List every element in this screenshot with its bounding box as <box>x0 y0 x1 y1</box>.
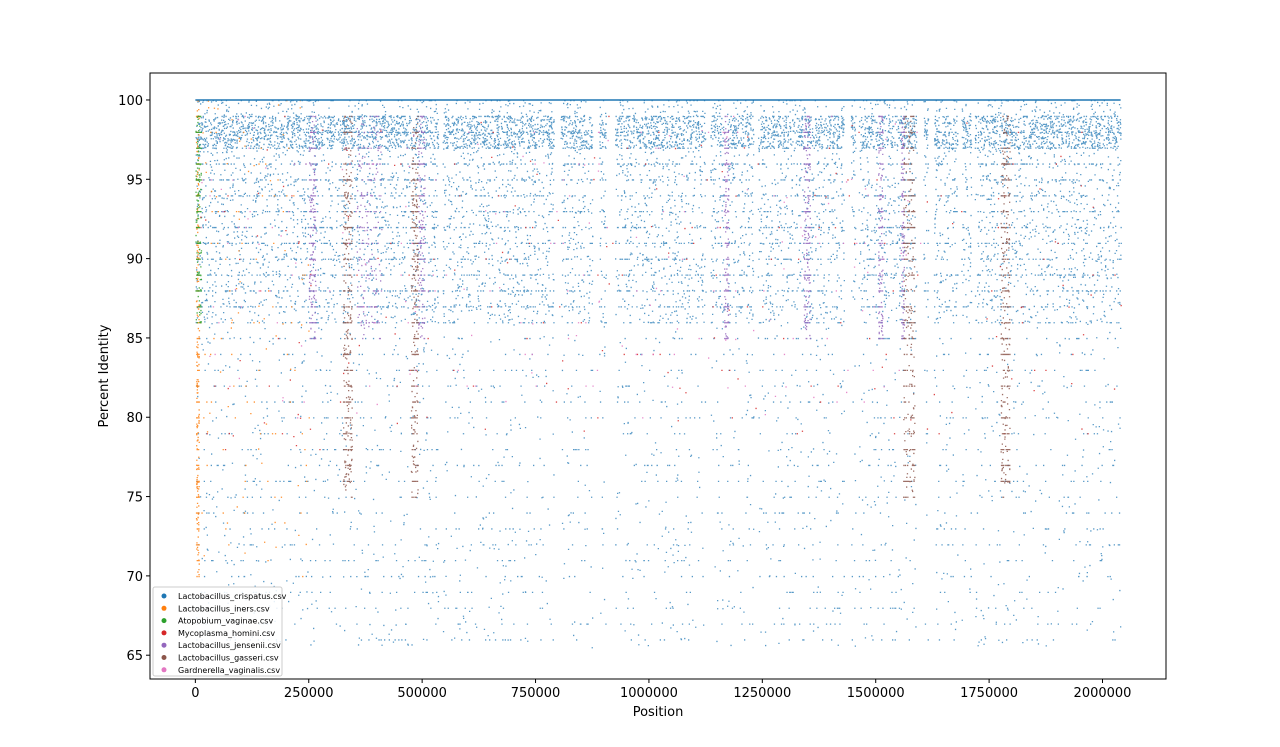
plot-frame <box>149 72 1167 680</box>
y-tick-label: 75 <box>126 491 143 506</box>
x-tick-label: 2000000 <box>1074 686 1132 701</box>
legend-marker <box>161 630 167 636</box>
legend-label: Lactobacillus_iners.csv <box>178 604 270 613</box>
x-axis-label: Position <box>633 705 684 720</box>
x-tick-label: 1750000 <box>960 686 1018 701</box>
y-tick-label: 90 <box>126 253 143 268</box>
legend-label: Atopobium_vaginae.csv <box>178 617 273 626</box>
y-axis: 65 70 75 80 85 90 95 100 <box>118 94 150 664</box>
legend-label: Lactobacillus_gasseri.csv <box>178 654 279 663</box>
legend-label: Gardnerella_vaginalis.csv <box>178 666 280 675</box>
legend-marker <box>161 593 167 599</box>
y-tick-label: 100 <box>118 94 143 109</box>
y-tick-label: 85 <box>126 332 143 347</box>
legend-label: Lactobacillus_crispatus.csv <box>178 592 287 601</box>
x-axis: 0 250000 500000 750000 1000000 1250000 1500000… <box>191 679 1131 701</box>
x-tick-label: 1000000 <box>620 686 678 701</box>
x-tick-label: 1250000 <box>733 686 791 701</box>
y-tick-label: 65 <box>126 649 143 664</box>
legend-marker <box>161 655 167 660</box>
legend-marker <box>161 618 167 624</box>
legend-marker <box>161 667 167 673</box>
y-tick-label: 95 <box>126 173 143 188</box>
legend-label: Lactobacillus_jensenii.csv <box>178 641 281 650</box>
scatter-points <box>195 99 1122 649</box>
legend-marker <box>161 642 167 648</box>
y-tick-label: 70 <box>126 570 143 585</box>
legend-frame <box>152 586 283 677</box>
legend-label: Mycoplasma_homini.csv <box>178 629 275 638</box>
x-tick-label: 750000 <box>511 686 561 701</box>
legend: Lactobacillus_crispatus.csv Lactobacillus… <box>152 586 287 677</box>
x-tick-label: 500000 <box>397 686 447 701</box>
y-tick-label: 80 <box>126 411 143 426</box>
series-points-atopobium-vaginae <box>195 115 203 324</box>
x-tick-label: 0 <box>191 686 199 701</box>
x-tick-label: 250000 <box>284 686 334 701</box>
legend-marker <box>161 605 167 611</box>
x-tick-label: 1500000 <box>847 686 905 701</box>
y-axis-label: Percent Identity <box>97 324 112 427</box>
